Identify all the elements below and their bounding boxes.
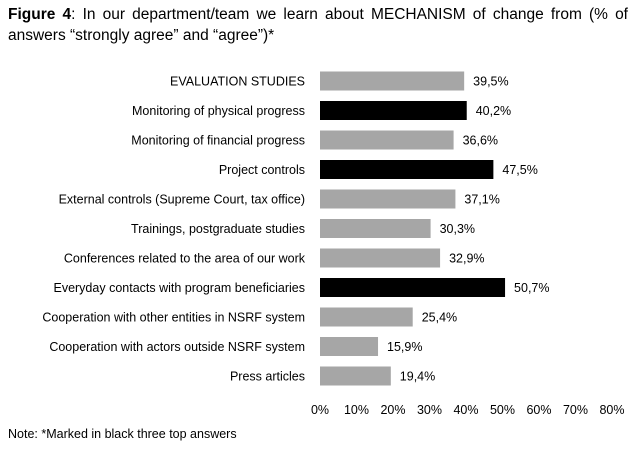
bar	[320, 130, 454, 150]
bar	[320, 278, 506, 297]
data-label: 50,7%	[514, 281, 549, 295]
x-tick-label: 30%	[417, 403, 442, 417]
bar	[320, 337, 379, 356]
data-label: 19,4%	[400, 370, 435, 384]
x-tick-label: 60%	[526, 403, 551, 417]
x-tick-label: 70%	[563, 403, 588, 417]
x-tick-label: 80%	[599, 403, 624, 417]
chart-note: Note: *Marked in black three top answers	[8, 427, 237, 441]
data-label: 32,9%	[449, 252, 484, 266]
x-tick-label: 50%	[490, 403, 515, 417]
category-label: Trainings, postgraduate studies	[131, 222, 305, 236]
category-label: Monitoring of financial progress	[131, 134, 305, 148]
category-label: Cooperation with actors outside NSRF sys…	[49, 340, 305, 354]
category-label: Everyday contacts with program beneficia…	[53, 281, 305, 295]
category-label: EVALUATION STUDIES	[170, 75, 305, 89]
category-label: Project controls	[219, 163, 305, 177]
bar	[320, 248, 441, 268]
data-label: 15,9%	[387, 340, 422, 354]
x-tick-label: 10%	[344, 403, 369, 417]
category-label: Monitoring of physical progress	[132, 104, 305, 118]
data-label: 39,5%	[473, 75, 508, 89]
figure-label: Figure 4	[8, 6, 72, 23]
data-label: 30,3%	[440, 222, 475, 236]
data-label: 47,5%	[502, 163, 537, 177]
category-label: Press articles	[230, 370, 305, 384]
category-label: Conferences related to the area of our w…	[64, 252, 306, 266]
data-label: 40,2%	[476, 104, 511, 118]
bar	[320, 71, 465, 91]
data-label: 36,6%	[463, 134, 498, 148]
data-label: 25,4%	[422, 311, 457, 325]
figure-title-text: : In our department/team we learn about …	[8, 6, 628, 44]
x-tick-label: 40%	[453, 403, 478, 417]
bar	[320, 189, 456, 209]
bar	[320, 101, 467, 120]
data-label: 37,1%	[464, 193, 499, 207]
x-tick-label: 0%	[311, 403, 329, 417]
bar	[320, 307, 413, 327]
chart-title: Figure 4: In our department/team we lear…	[8, 4, 628, 46]
bar	[320, 219, 431, 238]
category-label: Cooperation with other entities in NSRF …	[42, 311, 305, 325]
x-tick-label: 20%	[380, 403, 405, 417]
bar	[320, 366, 391, 386]
bar	[320, 160, 494, 179]
category-label: External controls (Supreme Court, tax of…	[59, 193, 305, 207]
